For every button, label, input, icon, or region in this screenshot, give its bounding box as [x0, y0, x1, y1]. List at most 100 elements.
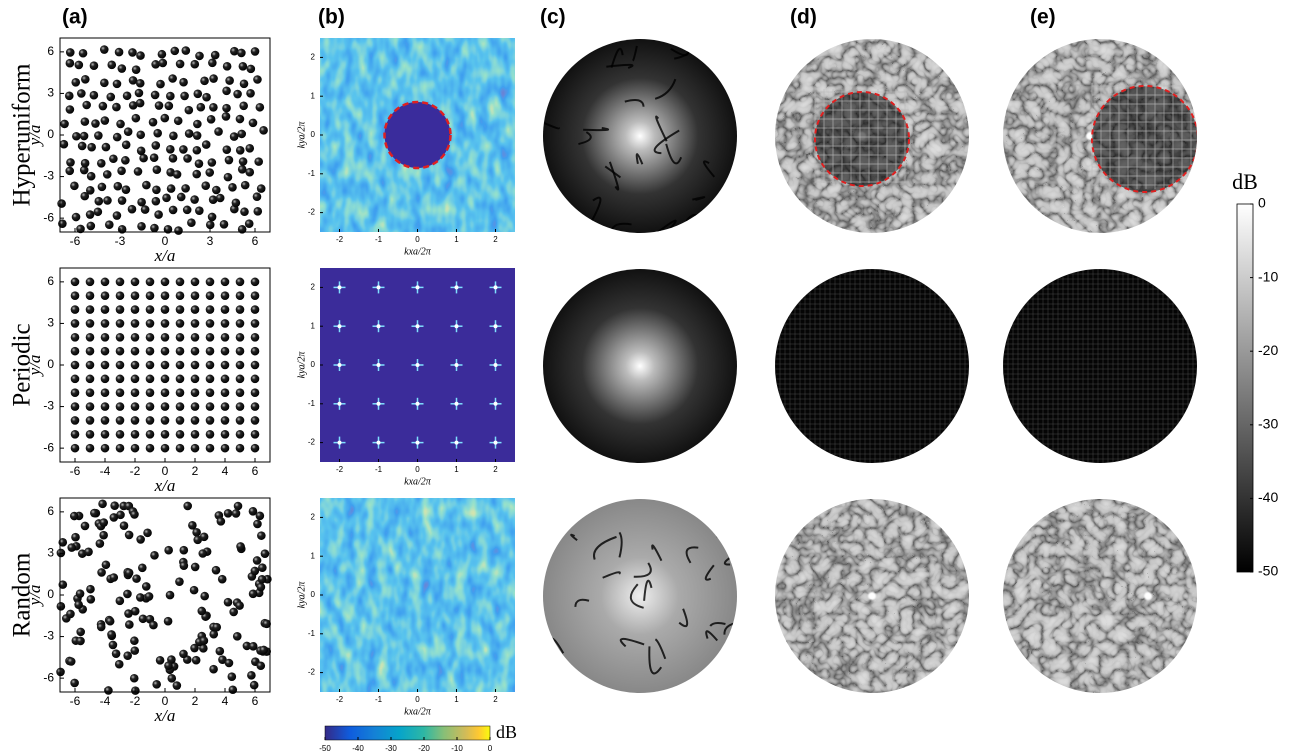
x-tick-label: 4: [222, 464, 229, 478]
particle: [176, 402, 185, 411]
particle: [156, 80, 165, 89]
figure: (a) (b) (c) (d) (e) Hyperuniform Periodi…: [0, 0, 1309, 756]
y-tick-label: 0: [47, 357, 54, 371]
particle: [236, 115, 245, 124]
particle: [176, 375, 185, 384]
particle: [166, 92, 175, 101]
particle: [236, 416, 245, 425]
particle: [235, 601, 244, 610]
particle: [195, 52, 204, 61]
particle: [90, 509, 99, 518]
particle: [162, 194, 171, 203]
particle: [116, 402, 125, 411]
particle: [193, 89, 202, 98]
x-tick-label: -1: [375, 465, 383, 474]
particle: [130, 636, 139, 645]
particle: [71, 347, 80, 356]
particle: [102, 143, 111, 152]
particle: [221, 388, 230, 397]
particle: [191, 388, 200, 397]
particle: [216, 194, 225, 203]
x-tick-label: 0: [415, 695, 420, 704]
bragg-peak: [377, 285, 381, 289]
particle: [183, 206, 192, 215]
particle: [259, 126, 268, 135]
x-tick-label: -2: [130, 694, 141, 708]
particle: [230, 132, 239, 141]
particle: [257, 531, 266, 540]
x-tick-label: 0: [415, 235, 420, 244]
y-tick-label: -3: [43, 399, 54, 413]
particle: [87, 172, 96, 181]
particle: [166, 145, 175, 154]
particle: [57, 549, 66, 558]
particle: [236, 319, 245, 328]
particle: [191, 278, 200, 287]
particle: [168, 74, 177, 83]
x-tick-label: -6: [70, 694, 81, 708]
particle: [76, 628, 85, 637]
particle: [228, 183, 237, 192]
particle: [187, 218, 196, 227]
particle: [191, 375, 200, 384]
x-tick-label: -1: [375, 235, 383, 244]
particle: [131, 319, 140, 328]
particle: [232, 509, 241, 518]
particle: [86, 361, 95, 370]
particle: [131, 430, 140, 439]
bragg-peak: [377, 363, 381, 367]
particle: [109, 573, 118, 582]
particle: [156, 656, 165, 665]
particle: [191, 563, 200, 572]
particle: [167, 184, 176, 193]
particle: [239, 101, 248, 110]
particle: [71, 278, 80, 287]
x-tick-label: -6: [70, 234, 81, 248]
particle: [161, 388, 170, 397]
particle: [221, 319, 230, 328]
particle: [131, 305, 140, 314]
particle: [161, 444, 170, 453]
y-tick-label: -6: [43, 210, 54, 224]
particle: [221, 375, 230, 384]
particle: [146, 430, 155, 439]
particle: [221, 291, 230, 300]
particle: [70, 182, 79, 191]
particle: [113, 80, 122, 89]
particle: [221, 305, 230, 314]
particle: [67, 657, 76, 666]
particle: [176, 388, 185, 397]
y-axis-label: kya/2π: [296, 351, 307, 379]
particle: [180, 92, 189, 101]
particle: [72, 213, 81, 222]
particle: [251, 416, 260, 425]
particle: [183, 154, 192, 163]
particle: [146, 347, 155, 356]
particle: [191, 347, 200, 356]
scatter-panel: [56, 500, 271, 695]
particle: [221, 402, 230, 411]
particle: [113, 133, 122, 142]
y-tick-label: 3: [47, 546, 54, 560]
particle: [214, 127, 223, 136]
particle: [257, 583, 266, 592]
particle: [251, 347, 260, 356]
farfield-disk: [1003, 499, 1197, 693]
particle: [86, 347, 95, 356]
particle: [124, 609, 133, 618]
particle: [131, 291, 140, 300]
particle: [198, 549, 207, 558]
particle: [146, 402, 155, 411]
particle: [86, 416, 95, 425]
farfield-disk: [1003, 39, 1198, 233]
particle: [131, 375, 140, 384]
farfield-disk: [1003, 269, 1197, 463]
particle: [245, 144, 254, 153]
spectrum-map: [320, 498, 515, 692]
bragg-peak: [455, 441, 459, 445]
particle: [220, 220, 229, 229]
particle: [101, 347, 110, 356]
particle: [130, 674, 139, 683]
particle: [99, 518, 108, 527]
colorbar-tick-label: -30: [385, 744, 397, 753]
